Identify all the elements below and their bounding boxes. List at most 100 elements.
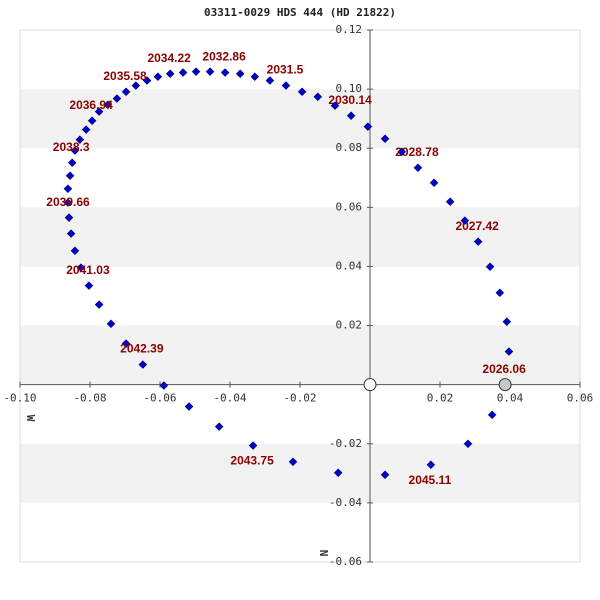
orbit-point: [265, 76, 275, 85]
orbit-point: [63, 184, 73, 194]
epoch-label: 2039.66: [46, 195, 90, 209]
orbit-point: [397, 147, 407, 157]
epoch-label: 2043.75: [230, 454, 274, 468]
orbit-point: [81, 125, 91, 134]
y-tick-label: 0.06: [336, 200, 363, 213]
orbit-point: [131, 81, 141, 90]
orbit-point: [138, 360, 148, 369]
orbit-point: [159, 381, 169, 390]
epoch-label: 2030.14: [328, 93, 372, 107]
orbit-point: [485, 262, 495, 272]
y-tick-label: 0.10: [336, 82, 363, 95]
grid-band: [20, 443, 580, 503]
epoch-label: 2041.03: [66, 263, 110, 277]
y-tick-label: 0.04: [336, 259, 363, 272]
orbit-point: [445, 197, 455, 207]
orbit-point: [473, 237, 483, 246]
orbit-point: [184, 402, 194, 411]
x-tick-label: 0.06: [567, 392, 594, 405]
orbit-point: [112, 94, 122, 103]
orbit-point: [487, 410, 497, 420]
epoch-label: 2036.94: [69, 98, 113, 112]
orbit-point: [94, 300, 104, 309]
orbit-point: [153, 72, 163, 82]
orbit-point: [165, 69, 175, 79]
orbit-point: [103, 100, 113, 110]
x-tick-label: -0.10: [3, 392, 36, 405]
x-tick-label: 0.02: [427, 392, 454, 405]
orbit-point: [297, 87, 307, 97]
orbit-point: [429, 178, 439, 188]
orbit-point: [64, 213, 74, 223]
orbit-point: [142, 76, 152, 85]
y-tick-label: 0.12: [336, 23, 363, 36]
orbit-point: [70, 146, 80, 155]
orbit-point: [333, 468, 343, 478]
epoch-label: 2031.5: [267, 63, 304, 77]
orbit-point: [66, 229, 76, 238]
orbit-point: [205, 67, 215, 77]
direction-label-n: N: [317, 550, 330, 557]
orbit-point: [65, 171, 75, 181]
orbit-point: [121, 87, 131, 97]
x-tick-label: -0.06: [143, 392, 176, 405]
x-tick-label: 0.04: [497, 392, 524, 405]
orbit-point: [87, 116, 97, 126]
position-circle: [363, 378, 377, 392]
epoch-label: 2032.86: [202, 50, 246, 64]
y-tick-label: 0.08: [336, 141, 363, 154]
orbit-point: [330, 101, 340, 111]
orbit-point: [63, 198, 73, 207]
orbit-point: [495, 288, 505, 298]
chart-title: 03311-0029 HDS 444 (HD 21822): [204, 6, 396, 19]
epoch-label: 2038.3: [53, 140, 90, 154]
orbit-point: [106, 319, 116, 329]
orbit-point: [463, 439, 473, 449]
orbit-point: [250, 72, 260, 82]
direction-label-w: W: [24, 415, 37, 422]
orbit-point: [504, 347, 514, 356]
y-tick-label: -0.02: [329, 437, 362, 450]
position-circle: [498, 378, 512, 392]
orbit-point: [94, 107, 104, 116]
orbit-point: [413, 163, 423, 173]
x-tick-label: -0.02: [283, 392, 316, 405]
orbit-point: [380, 470, 390, 480]
orbit-point: [84, 281, 94, 291]
epoch-label: 2042.39: [120, 342, 164, 356]
epoch-label: 2026.06: [482, 362, 526, 376]
orbit-point: [121, 339, 131, 348]
orbit-point: [178, 68, 188, 77]
orbit-point: [248, 441, 258, 450]
x-tick-label: -0.08: [73, 392, 106, 405]
orbit-point: [75, 135, 85, 145]
y-tick-label: -0.06: [329, 555, 362, 568]
orbit-point: [220, 68, 230, 77]
orbit-point: [288, 457, 298, 467]
epoch-label: 2028.78: [395, 145, 439, 159]
orbit-point: [76, 263, 86, 272]
epoch-label: 2035.58: [103, 69, 147, 83]
epoch-label: 2045.11: [409, 473, 452, 487]
orbit-point: [380, 134, 390, 144]
orbit-point: [502, 317, 512, 327]
orbit-point: [214, 422, 224, 431]
orbit-point: [70, 246, 80, 256]
y-tick-label: 0.02: [336, 319, 363, 332]
orbit-point: [191, 67, 201, 77]
epoch-label: 2034.22: [147, 51, 191, 65]
grid-band: [20, 325, 580, 385]
plot-frame: [19, 29, 581, 563]
orbit-point: [426, 460, 436, 470]
grid-band: [20, 207, 580, 267]
orbit-point: [363, 122, 373, 132]
orbit-point: [460, 216, 470, 225]
x-tick-label: -0.04: [213, 392, 246, 405]
orbit-point: [346, 111, 356, 121]
orbit-point: [313, 92, 323, 102]
orbit-point: [235, 69, 245, 79]
y-tick-label: -0.04: [329, 496, 362, 509]
orbit-point: [67, 158, 77, 168]
orbit-point: [281, 81, 291, 90]
